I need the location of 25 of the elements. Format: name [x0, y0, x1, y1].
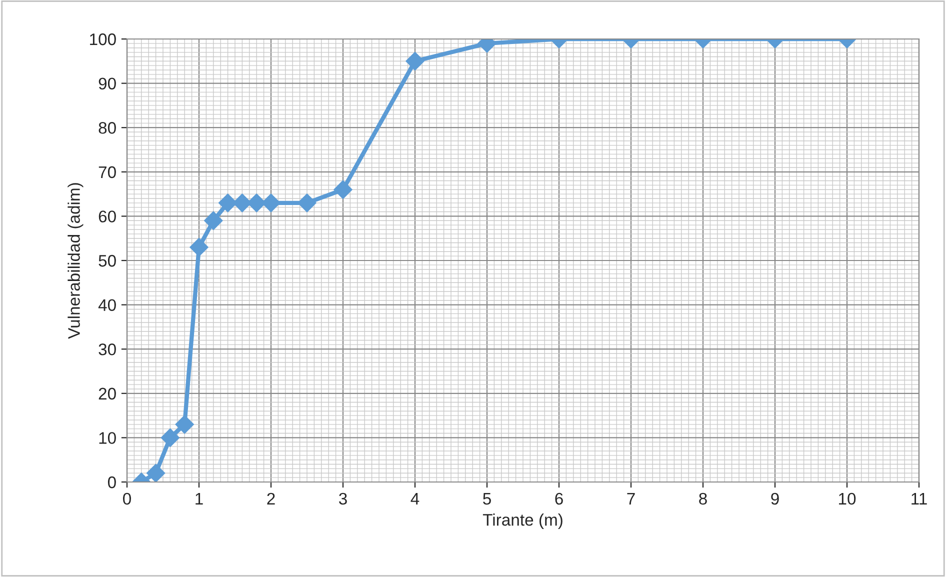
x-tick-label: 2: [267, 492, 275, 504]
y-tick-label: 80: [98, 122, 116, 134]
x-tick-label: 5: [483, 493, 491, 505]
x-tick-label: 0: [123, 492, 131, 505]
y-tick-label: 20: [98, 388, 116, 400]
x-tick-label: 8: [699, 492, 707, 505]
y-tick-label: 10: [99, 432, 116, 444]
x-tick-label: 7: [627, 493, 635, 504]
y-tick-label: 50: [98, 254, 116, 267]
y-tick-label: 70: [98, 166, 116, 178]
y-tick-label: 90: [98, 78, 116, 90]
x-tick-label: 1: [196, 493, 203, 504]
y-tick-label: 100: [90, 33, 116, 46]
y-tick-label: 30: [98, 344, 116, 356]
y-tick-label: 60: [98, 210, 116, 222]
x-axis-title: Tirante (m): [482, 514, 562, 530]
x-tick-label: 9: [771, 492, 779, 505]
y-tick-label: 40: [98, 299, 116, 312]
x-tick-label: 6: [555, 492, 563, 505]
x-tick-label: 4: [410, 493, 420, 504]
x-tick-label: 3: [339, 492, 347, 505]
x-tick-label: 11: [912, 493, 927, 504]
y-tick-label: 0: [108, 476, 116, 488]
x-tick-label: 10: [839, 492, 856, 505]
y-axis-title: Vulnerabilidad (adim): [68, 183, 84, 339]
